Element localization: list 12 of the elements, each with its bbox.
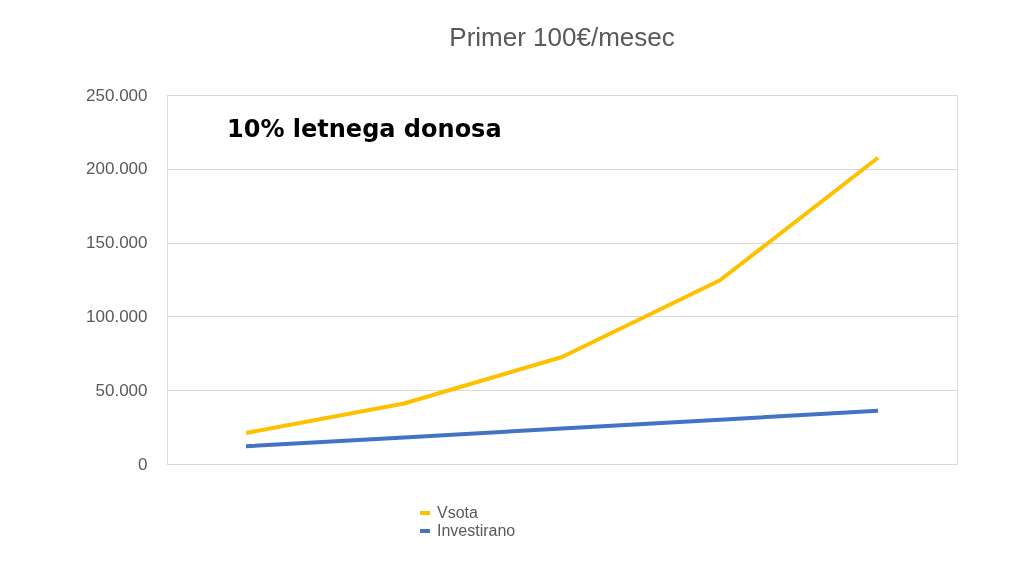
y-tick-label: 0 [138,454,148,474]
legend-label: Vsota [437,504,479,521]
chart-title: Primer 100€/mesec [449,22,675,52]
y-tick-label: 150.000 [86,233,148,253]
y-tick-label: 250.000 [86,85,148,105]
y-tick-label: 50.000 [95,380,148,400]
legend-label: Investirano [437,522,516,539]
line-series [244,408,880,449]
line-series [244,155,880,435]
annotation: 10% letnega donosa [227,115,502,143]
y-tick-label: 100.000 [86,306,148,326]
y-tick-label: 200.000 [86,159,148,179]
